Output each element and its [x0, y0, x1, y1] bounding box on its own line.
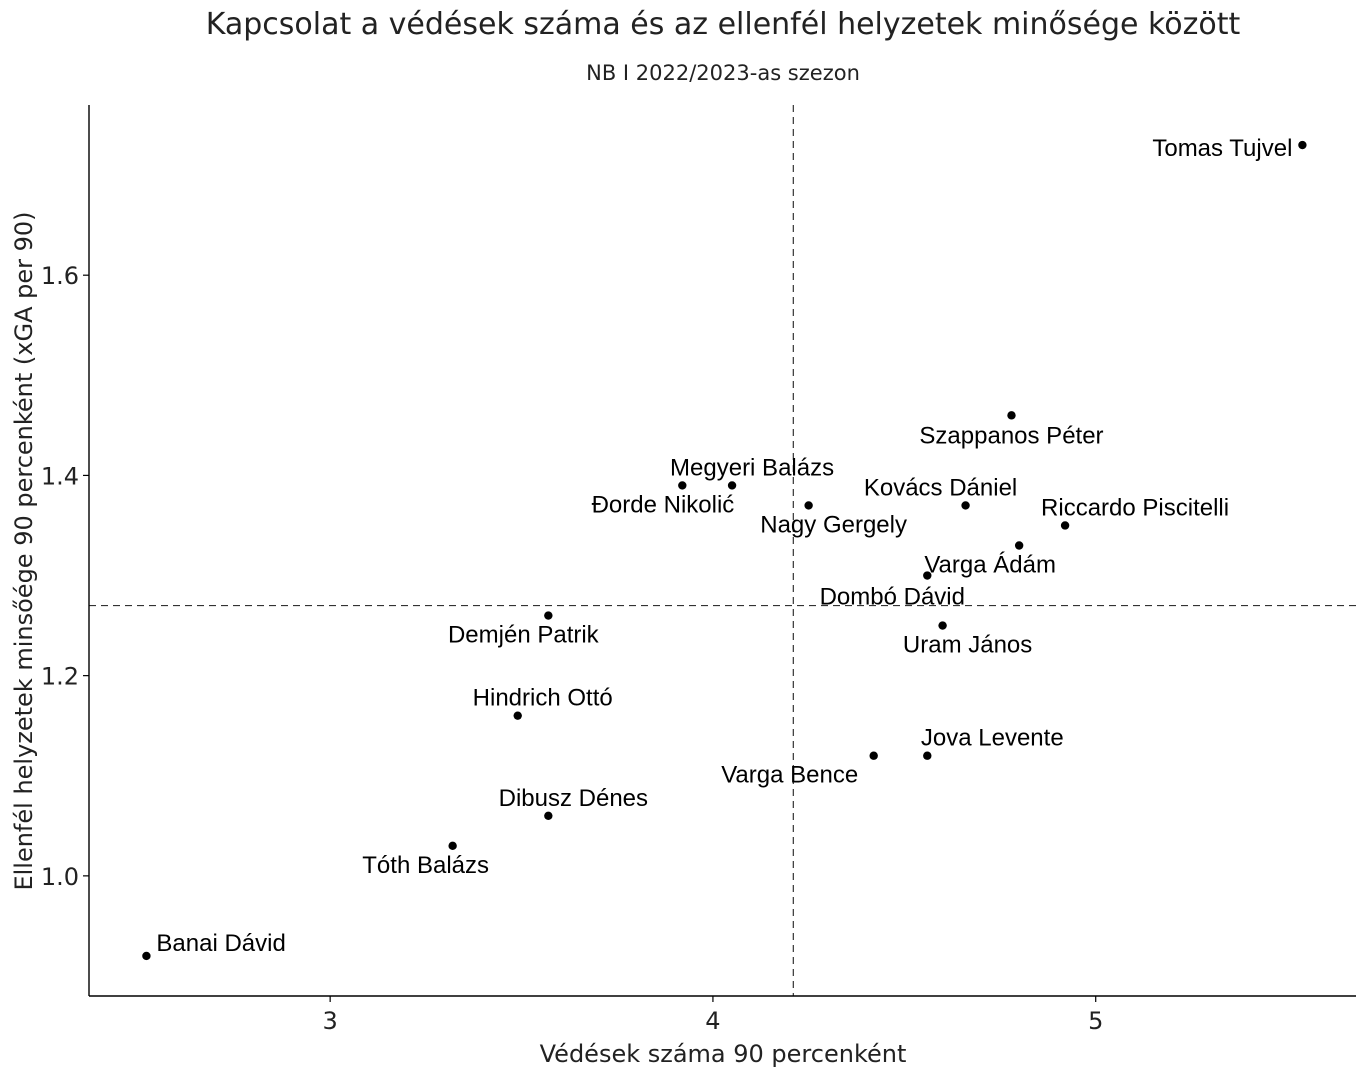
axes — [88, 105, 1356, 997]
reference-lines — [89, 105, 1356, 996]
data-point — [1007, 411, 1016, 420]
point-labels: Tomas Tujvel Szappanos Péter Megyeri Baláz… — [156, 135, 1292, 957]
point-label: Dombó Dávid — [820, 584, 965, 611]
point-label: Hindrich Ottó — [473, 685, 613, 712]
y-tick-label: 1.2 — [41, 663, 79, 691]
data-point — [804, 501, 813, 510]
y-tick-label: 1.6 — [41, 262, 79, 290]
x-axis-title: Védések száma 90 percenként — [540, 1040, 907, 1068]
data-point — [923, 751, 932, 760]
point-label: Megyeri Balázs — [670, 454, 834, 481]
point-label: Banai Dávid — [156, 930, 285, 957]
point-label: Dibusz Dénes — [499, 785, 648, 812]
y-tick-label: 1.4 — [41, 462, 79, 490]
point-label: Tóth Balázs — [362, 852, 489, 879]
data-point — [869, 751, 878, 760]
data-point — [961, 501, 970, 510]
point-label: Varga Ádám — [924, 551, 1056, 578]
point-label: Kovács Dániel — [864, 474, 1017, 501]
x-tick-label: 3 — [323, 1007, 338, 1035]
x-tick-label: 5 — [1088, 1007, 1103, 1035]
data-points — [142, 140, 1307, 961]
data-point — [727, 481, 737, 490]
x-tick-label: 4 — [705, 1007, 720, 1035]
data-point — [142, 951, 151, 961]
data-point — [1298, 140, 1307, 150]
data-point — [938, 621, 947, 630]
axis-ticks: 3 4 5 1.0 1.2 1.4 1.6 — [41, 262, 1104, 1035]
data-point — [544, 811, 553, 820]
chart-title: Kapcsolat a védések száma és az ellenfél… — [206, 7, 1241, 42]
data-point — [448, 841, 457, 851]
point-label: Đorde Nikolić — [592, 491, 735, 518]
data-point — [1014, 541, 1024, 550]
data-point — [544, 611, 553, 620]
point-label: Uram János — [903, 632, 1032, 659]
point-label: Demjén Patrik — [448, 622, 600, 649]
point-label: Szappanos Péter — [919, 422, 1103, 449]
chart-subtitle: NB I 2022/2023-as szezon — [586, 61, 860, 85]
data-point — [513, 711, 522, 720]
data-point — [678, 481, 687, 490]
y-axis-title: Ellenfél helyzetek minsőége 90 percenkén… — [10, 211, 38, 890]
data-point — [1060, 521, 1070, 530]
point-label: Riccardo Piscitelli — [1041, 494, 1229, 521]
point-label: Jova Levente — [921, 725, 1064, 752]
y-tick-label: 1.0 — [41, 863, 79, 891]
data-point — [923, 571, 932, 580]
point-label: Tomas Tujvel — [1152, 135, 1292, 162]
point-label: Varga Bence — [721, 762, 858, 789]
point-label: Nagy Gergely — [760, 511, 907, 538]
